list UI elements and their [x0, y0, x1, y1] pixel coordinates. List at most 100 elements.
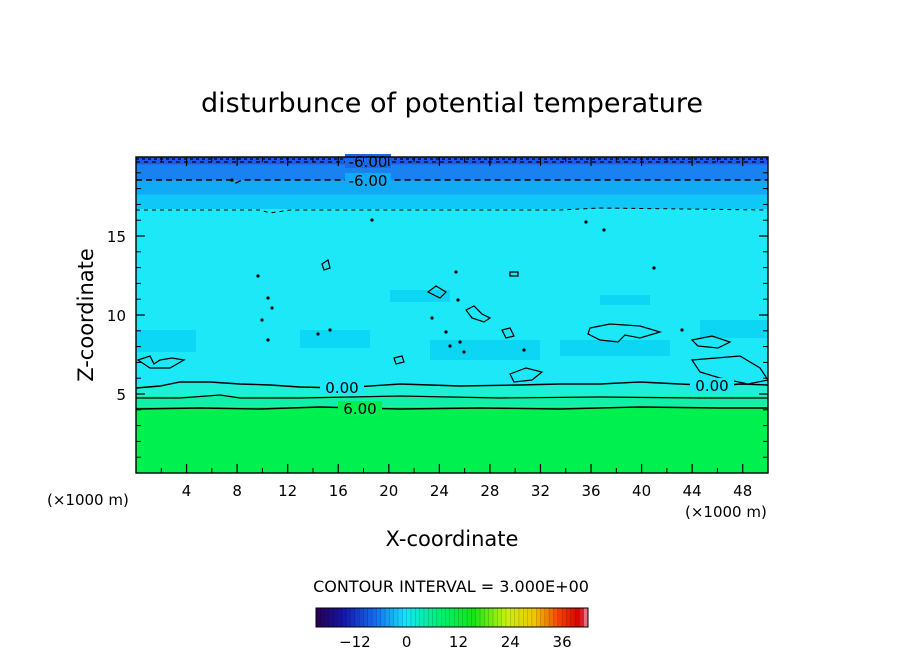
colorbar-cell	[350, 608, 356, 627]
colorbar-cell	[320, 608, 325, 627]
colorbar-cell	[454, 608, 459, 627]
contour-line	[426, 285, 447, 299]
contour-line	[136, 381, 768, 389]
shade-band	[136, 157, 768, 165]
y-tick-label: 10	[107, 307, 126, 325]
colorbar-cell	[527, 608, 533, 627]
x-tick-label: 48	[733, 482, 752, 500]
x-tick-label: 24	[430, 482, 449, 500]
colorbar-cell	[557, 608, 563, 627]
colorbar-cell	[376, 608, 382, 627]
colorbar-cell	[346, 608, 351, 627]
colorbar-cell	[488, 608, 494, 627]
colorbar-cell	[544, 608, 550, 627]
colorbar-cell	[445, 608, 451, 627]
colorbar-cell	[510, 608, 515, 627]
colorbar-cell	[480, 608, 485, 627]
cell-patch	[600, 295, 650, 305]
colorbar-cell	[337, 608, 343, 627]
colorbar-cell	[462, 608, 468, 627]
x-tick-label: 8	[232, 482, 242, 500]
colorbar-cell	[402, 608, 407, 627]
colorbar	[315, 607, 589, 628]
contour-speck	[602, 228, 606, 232]
contour-line	[465, 305, 492, 323]
colorbar-cell	[458, 608, 464, 627]
contour-lines	[136, 158, 768, 410]
contour-speck	[448, 344, 452, 348]
contour-speck	[458, 340, 462, 344]
colorbar-cell	[575, 608, 580, 627]
colorbar-cell	[514, 608, 520, 627]
colorbar-cell	[536, 608, 541, 627]
colorbar-cell	[380, 608, 386, 627]
colorbar-cell	[367, 608, 373, 627]
colorbar-cell	[354, 608, 360, 627]
contour-line	[321, 259, 331, 271]
colorbar-cell	[501, 608, 507, 627]
x-ticks: 4 8 12 16 20 24 28 32 36 40 44 48	[160, 157, 752, 500]
colorbar-cell	[549, 608, 554, 627]
cell-patch	[700, 320, 768, 338]
contour-specks	[230, 178, 684, 354]
y-tick-label: 15	[107, 228, 126, 246]
colorbar-ticks: −12 0 12 24 36	[339, 633, 572, 651]
cell-patch	[430, 340, 540, 360]
y-ticks: 5 10 15	[107, 172, 768, 458]
contour-speck	[230, 178, 234, 182]
contour-line	[136, 394, 768, 399]
contour-line	[136, 355, 186, 369]
colorbar-cell	[419, 608, 425, 627]
contour-labels: -6.00 -6.00 0.00 0.00 6.00	[320, 153, 734, 418]
colorbar-cell	[385, 608, 390, 627]
y-axis-label: Z-coordinate	[74, 248, 98, 382]
contour-line	[136, 406, 768, 410]
contour-speck	[680, 328, 684, 332]
contour-speck	[454, 270, 458, 274]
colorbar-cell	[579, 608, 584, 627]
colorbar-cell	[523, 608, 528, 627]
colorbar-cell	[324, 608, 330, 627]
contour-line	[690, 355, 768, 385]
contour-line	[587, 323, 663, 343]
contour-speck	[270, 306, 274, 310]
shade-band	[136, 406, 768, 473]
cell-patch	[390, 290, 450, 302]
colorbar-cell	[393, 608, 399, 627]
contour-speck	[370, 218, 374, 222]
contour-speck	[328, 328, 332, 332]
shaded-field	[136, 157, 768, 473]
colorbar-cell	[428, 608, 433, 627]
contour-label: -6.00	[349, 153, 388, 171]
colorbar-cell	[363, 608, 369, 627]
chart-title: disturbunce of potential temperature	[201, 88, 703, 119]
shade-band	[136, 164, 768, 181]
x-tick-label: 44	[683, 482, 702, 500]
contour-line	[136, 207, 768, 214]
contour-line	[509, 367, 544, 383]
contour-label: 0.00	[695, 377, 728, 395]
cells-patches	[136, 290, 768, 360]
cell-patch	[560, 340, 670, 356]
colorbar-frame	[315, 607, 589, 628]
contour-label-bg	[338, 401, 382, 415]
colorbar-cell	[475, 608, 481, 627]
contour-speck	[522, 348, 526, 352]
contour-line	[501, 327, 515, 339]
x-axis-unit-right: (×1000 m)	[685, 503, 767, 521]
colorbar-cell	[553, 608, 559, 627]
x-tick-label: 32	[531, 482, 550, 500]
x-tick-label: 4	[182, 482, 192, 500]
colorbar-cell	[505, 608, 511, 627]
contour-line	[136, 179, 768, 184]
colorbar-cell	[583, 608, 589, 627]
colorbar-tick-label: −12	[339, 633, 371, 651]
colorbar-cell	[518, 608, 524, 627]
x-axis-label: X-coordinate	[386, 527, 519, 551]
colorbar-tick-label: 0	[402, 633, 412, 651]
colorbar-cell	[562, 608, 567, 627]
colorbar-cell	[423, 608, 429, 627]
colorbar-cell	[316, 608, 321, 627]
contour-speck	[316, 332, 320, 336]
